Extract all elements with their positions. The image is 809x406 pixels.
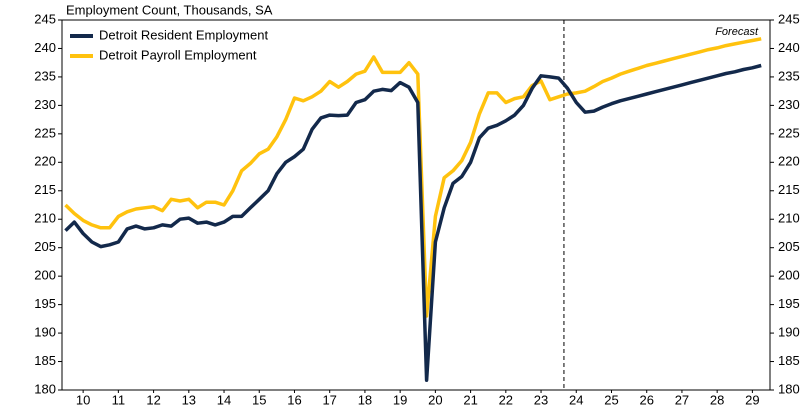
y2-tick-label: 210 — [778, 211, 800, 226]
y2-tick-label: 235 — [778, 68, 800, 83]
x-tick-label: 27 — [675, 392, 689, 406]
x-tick-label: 16 — [287, 392, 301, 406]
y2-tick-label: 215 — [778, 182, 800, 197]
y2-tick-label: 200 — [778, 268, 800, 283]
x-tick-label: 20 — [428, 392, 442, 406]
legend-label: Detroit Resident Employment — [99, 27, 268, 42]
y-tick-label: 205 — [34, 239, 56, 254]
x-tick-label: 28 — [710, 392, 724, 406]
y-tick-label: 230 — [34, 97, 56, 112]
y2-tick-label: 245 — [778, 11, 800, 26]
x-tick-label: 17 — [322, 392, 336, 406]
y-tick-label: 240 — [34, 40, 56, 55]
x-tick-label: 23 — [534, 392, 548, 406]
y2-tick-label: 240 — [778, 40, 800, 55]
x-tick-label: 22 — [499, 392, 513, 406]
y-tick-label: 220 — [34, 154, 56, 169]
y2-tick-label: 180 — [778, 381, 800, 396]
y2-tick-label: 185 — [778, 353, 800, 368]
y-tick-label: 185 — [34, 353, 56, 368]
x-tick-label: 18 — [358, 392, 372, 406]
y-tick-label: 180 — [34, 381, 56, 396]
y-tick-label: 210 — [34, 211, 56, 226]
y-tick-label: 245 — [34, 11, 56, 26]
x-tick-label: 29 — [745, 392, 759, 406]
x-tick-label: 11 — [112, 392, 126, 406]
x-tick-label: 24 — [569, 392, 583, 406]
x-tick-label: 12 — [146, 392, 160, 406]
y-tick-label: 225 — [34, 125, 56, 140]
y2-tick-label: 205 — [778, 239, 800, 254]
series-line — [64, 37, 762, 318]
forecast-label: Forecast — [715, 26, 759, 38]
y2-tick-label: 225 — [778, 125, 800, 140]
y2-tick-label: 220 — [778, 154, 800, 169]
x-tick-label: 21 — [463, 392, 477, 406]
legend-label: Detroit Payroll Employment — [99, 47, 257, 62]
plot-frame — [61, 19, 771, 391]
x-tick-label: 14 — [217, 392, 231, 406]
x-tick-label: 26 — [639, 392, 653, 406]
y2-tick-label: 195 — [778, 296, 800, 311]
x-tick-label: 13 — [182, 392, 196, 406]
x-tick-label: 19 — [393, 392, 407, 406]
y-tick-label: 190 — [34, 325, 56, 340]
x-tick-label: 25 — [604, 392, 618, 406]
series-line — [64, 63, 762, 383]
y-tick-label: 195 — [34, 296, 56, 311]
y-tick-label: 215 — [34, 182, 56, 197]
y-tick-label: 235 — [34, 68, 56, 83]
x-tick-label: 15 — [252, 392, 266, 406]
y2-tick-label: 190 — [778, 325, 800, 340]
y-tick-label: 200 — [34, 268, 56, 283]
y2-tick-label: 230 — [778, 97, 800, 112]
x-tick-label: 10 — [76, 392, 90, 406]
chart-title: Employment Count, Thousands, SA — [66, 2, 273, 17]
